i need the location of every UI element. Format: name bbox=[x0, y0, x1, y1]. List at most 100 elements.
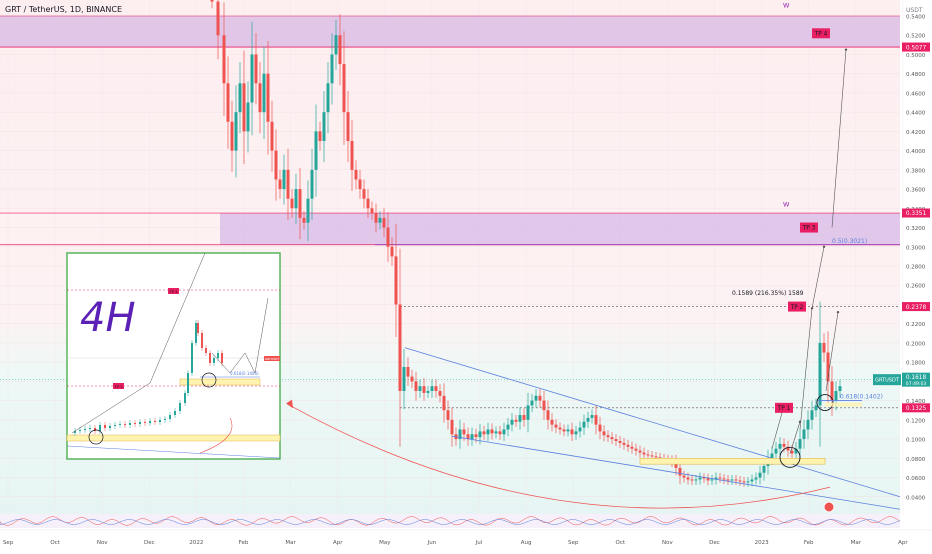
candle-body bbox=[298, 189, 302, 218]
candle-body bbox=[414, 381, 418, 391]
candle-body bbox=[302, 217, 306, 223]
inset-candle-body bbox=[169, 415, 171, 419]
candle-body bbox=[658, 457, 662, 459]
time-axis[interactable]: Sep Oct Nov Dec 2022 Feb Mar Apr May Jun Jul Aug Sep… bbox=[0, 529, 932, 546]
inset-candle-body bbox=[84, 429, 86, 430]
arrow-tip bbox=[822, 245, 826, 248]
inset-candle-body bbox=[213, 358, 215, 363]
price-axis[interactable]: 0.5400 0.5200 0.5000 0.4800 0.4600 0.4400 0.42… bbox=[873, 15, 930, 502]
candle-body bbox=[562, 429, 566, 432]
candle-body bbox=[722, 478, 726, 480]
candle-body bbox=[470, 434, 474, 440]
inset-retest-box bbox=[179, 378, 261, 386]
arrow-tip bbox=[798, 420, 802, 423]
x-tick-label: Dec bbox=[709, 540, 720, 546]
inset-price-badge bbox=[264, 356, 280, 361]
candle-body bbox=[246, 102, 250, 132]
inset-candle-body bbox=[129, 423, 131, 425]
candle-body bbox=[782, 443, 786, 447]
candle-body bbox=[646, 454, 650, 456]
price-badge-label: 0.5077 bbox=[906, 45, 927, 51]
candle-body bbox=[446, 410, 450, 420]
price-badge-label: 0.1325 bbox=[906, 406, 927, 412]
candle-body bbox=[362, 189, 366, 199]
x-tick-label: Mar bbox=[285, 540, 296, 546]
candle-body bbox=[702, 477, 706, 479]
candle-body bbox=[606, 435, 610, 438]
candle-body bbox=[478, 431, 482, 438]
inset-price-badge-label: GRTUSDT bbox=[265, 357, 279, 361]
candle-countdown: 07:49:03 bbox=[906, 381, 927, 387]
candle-body bbox=[830, 381, 834, 401]
y-tick-label: 0.0600 bbox=[906, 476, 926, 482]
projection-arrow bbox=[799, 308, 813, 430]
inset-frame bbox=[66, 252, 281, 460]
candle-body bbox=[774, 448, 778, 454]
candle-body bbox=[806, 419, 810, 430]
y-tick-label: 0.4000 bbox=[906, 149, 926, 155]
target-tag bbox=[775, 402, 793, 413]
candle-body bbox=[590, 415, 594, 418]
x-tick-label: Nov bbox=[97, 540, 108, 546]
candle-body bbox=[322, 112, 326, 141]
inset-candle-body bbox=[94, 428, 96, 431]
candle-body bbox=[346, 112, 350, 141]
candle-body bbox=[798, 439, 802, 449]
candle-body bbox=[570, 429, 574, 435]
inset-trendline bbox=[66, 445, 281, 459]
indicator-band bbox=[0, 514, 900, 528]
candle-body bbox=[802, 429, 806, 440]
inset-circle bbox=[88, 429, 104, 445]
retest-zone bbox=[825, 402, 862, 407]
last-price-badge bbox=[902, 372, 930, 387]
price-badge bbox=[902, 403, 930, 413]
candle-body bbox=[738, 480, 742, 482]
candle-body bbox=[682, 475, 686, 478]
candle-body bbox=[242, 83, 246, 132]
target-tag-label: TP 1 bbox=[777, 406, 791, 412]
candle-body bbox=[754, 477, 758, 480]
candle-body bbox=[422, 386, 426, 393]
inset-candle-body bbox=[179, 403, 181, 411]
candle-body bbox=[326, 83, 330, 113]
inset-candle-body bbox=[124, 424, 126, 425]
candle-body bbox=[274, 150, 278, 180]
candle-body bbox=[726, 479, 730, 481]
support-box bbox=[639, 458, 826, 465]
candle-body bbox=[406, 366, 410, 377]
y-tick-label: 0.4200 bbox=[906, 130, 926, 136]
candle-body bbox=[518, 415, 522, 422]
candle-body bbox=[602, 431, 606, 436]
candle-body bbox=[634, 448, 638, 451]
wave-label: W bbox=[783, 200, 790, 208]
projection-arrow bbox=[789, 421, 801, 454]
event-flag-icon[interactable] bbox=[823, 501, 835, 513]
candle-body bbox=[710, 479, 714, 481]
x-tick-label: Oct bbox=[50, 540, 60, 546]
candle-body bbox=[510, 419, 514, 425]
candle-body bbox=[250, 54, 254, 103]
wave-label: W bbox=[783, 1, 790, 9]
candle-body bbox=[762, 466, 766, 473]
candle-body bbox=[462, 429, 466, 435]
candle-body bbox=[706, 478, 710, 481]
x-tick-label: Nov bbox=[662, 540, 673, 546]
price-badge-label: 0.2378 bbox=[906, 305, 927, 311]
inset-projection bbox=[211, 297, 269, 374]
candle-body bbox=[734, 479, 738, 481]
inset-candle-body bbox=[164, 419, 166, 420]
candle-body bbox=[698, 477, 702, 480]
candle-body bbox=[290, 198, 294, 209]
candle-body bbox=[438, 391, 442, 396]
price-axis-background bbox=[900, 0, 932, 550]
inset-tag-label: TP 1 bbox=[113, 384, 123, 389]
y-tick-label: 0.1400 bbox=[906, 399, 926, 405]
candle-body bbox=[498, 431, 502, 435]
inset-candle-body bbox=[119, 424, 121, 425]
candle-body bbox=[542, 400, 546, 411]
candle-body bbox=[294, 189, 298, 209]
inset-arrow bbox=[71, 252, 206, 434]
inset-support-box bbox=[66, 434, 281, 442]
